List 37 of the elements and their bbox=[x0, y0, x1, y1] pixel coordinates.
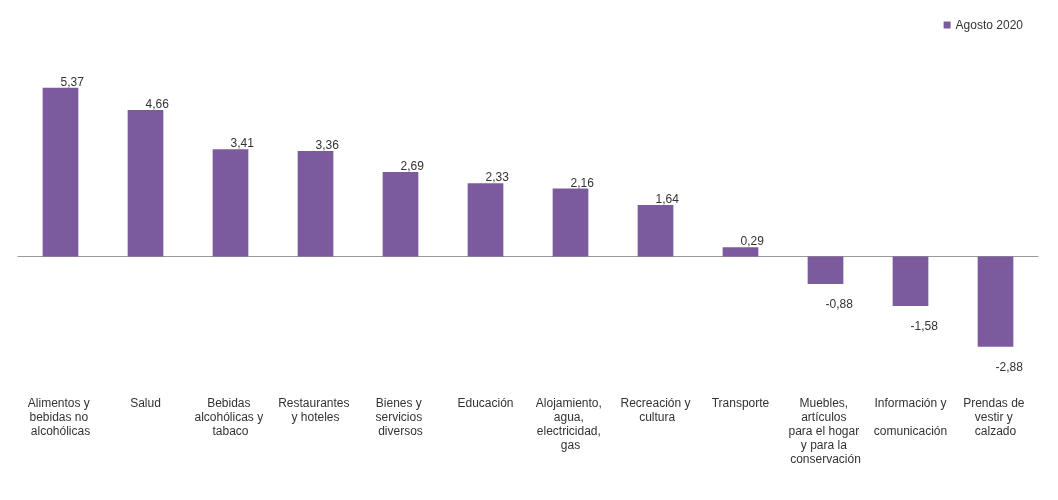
bar bbox=[807, 256, 844, 285]
bar bbox=[467, 183, 504, 257]
x-tick-label: Información y comunicación bbox=[873, 396, 948, 438]
bar bbox=[42, 87, 79, 257]
x-tick-label: Prendas de vestir y calzado bbox=[963, 396, 1028, 438]
data-label: 3,41 bbox=[230, 136, 255, 151]
x-tick-label: Restaurantes y hoteles bbox=[278, 396, 353, 424]
legend-label: Agosto 2020 bbox=[955, 18, 1024, 32]
bar bbox=[552, 188, 589, 257]
bar bbox=[212, 149, 249, 257]
data-label: -0,88 bbox=[825, 297, 854, 312]
bar bbox=[297, 150, 334, 257]
bar bbox=[637, 204, 674, 257]
x-tick-label: Muebles, artículos para el hogar y para la conservación bbox=[788, 396, 863, 466]
data-label: 4,66 bbox=[145, 97, 170, 112]
x-tick-label: Bebidas alcohólicas y tabaco bbox=[194, 396, 267, 438]
data-label: 1,64 bbox=[655, 191, 680, 206]
data-label: -2,88 bbox=[995, 359, 1024, 374]
x-tick-label: Bienes y servicios diversos bbox=[375, 396, 426, 438]
bar bbox=[127, 110, 164, 257]
data-label: -1,58 bbox=[910, 319, 939, 334]
data-label: 2,16 bbox=[570, 175, 595, 190]
data-label: 3,36 bbox=[315, 137, 340, 152]
bar bbox=[722, 247, 759, 257]
x-tick-label: Alimentos y bebidas no alcohólicas bbox=[27, 396, 94, 438]
x-tick-label: Salud bbox=[130, 396, 161, 410]
data-label: 2,33 bbox=[485, 170, 510, 185]
data-label: 0,29 bbox=[740, 234, 765, 249]
x-tick-label: Transporte bbox=[711, 396, 770, 410]
x-tick-label: Recreación y cultura bbox=[620, 396, 691, 424]
data-label: 5,37 bbox=[60, 74, 85, 89]
bar bbox=[977, 256, 1014, 347]
x-tick-label: Educación bbox=[457, 396, 514, 410]
bar bbox=[382, 171, 419, 257]
bar bbox=[892, 256, 929, 307]
x-tick-label: Alojamiento, agua, electricidad, gas bbox=[535, 396, 606, 452]
data-label: 2,69 bbox=[400, 158, 425, 173]
